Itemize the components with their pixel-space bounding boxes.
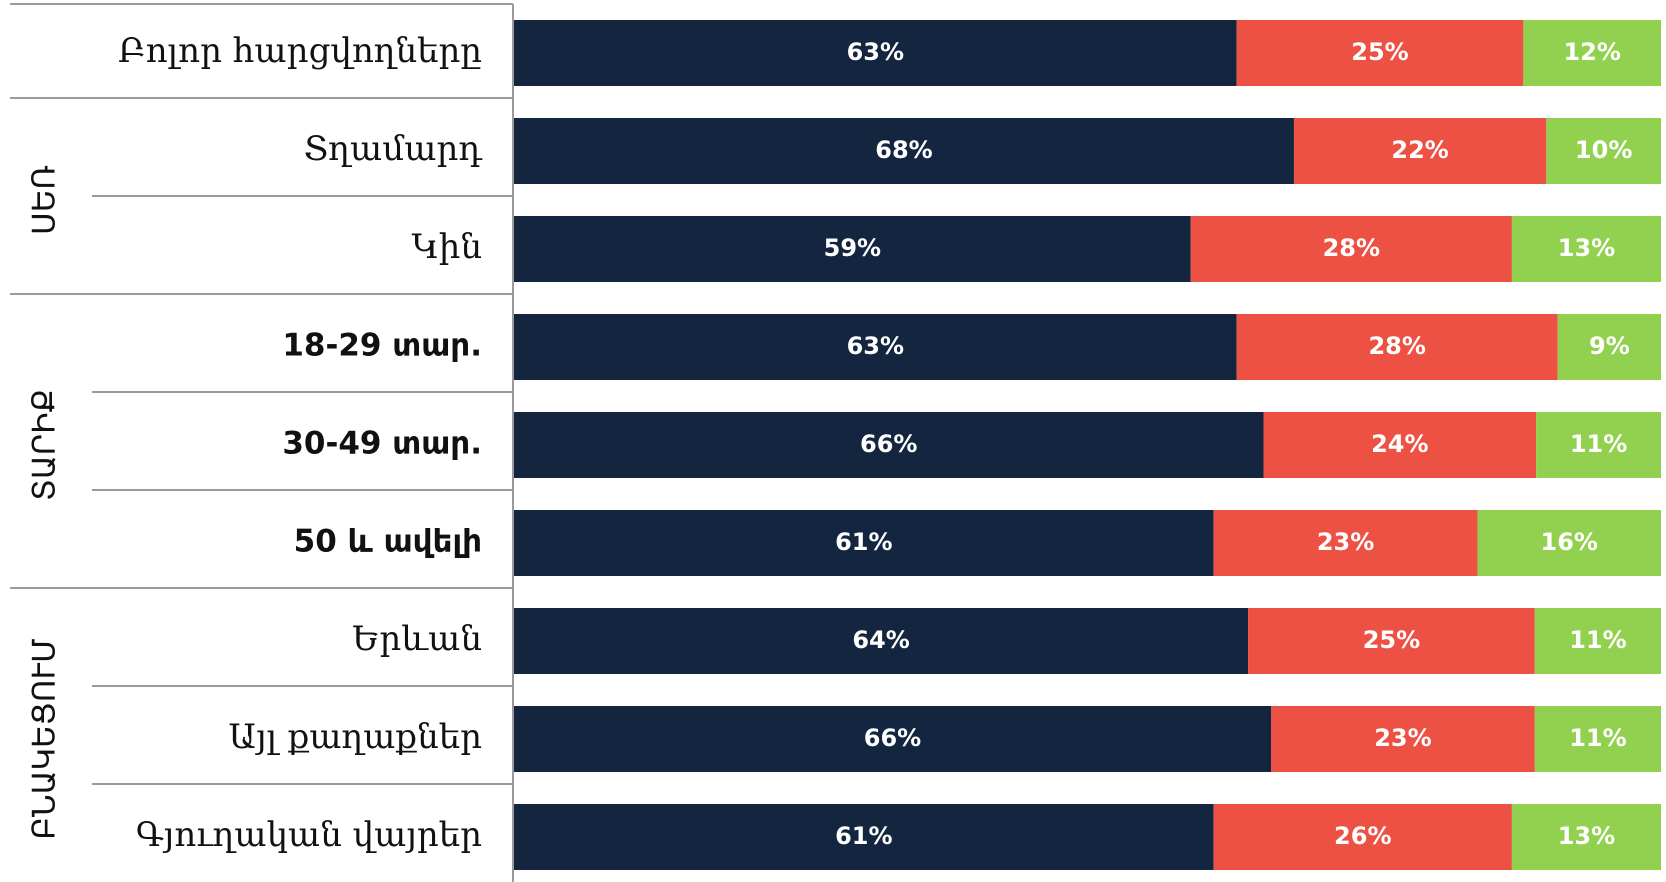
bar-segment xyxy=(1263,412,1537,478)
data-label: 64% xyxy=(852,626,909,654)
data-label: 10% xyxy=(1575,136,1632,164)
category-label: Երևան xyxy=(352,619,482,659)
data-label: 68% xyxy=(875,136,932,164)
bar-segment xyxy=(1248,608,1535,674)
bar-segment xyxy=(1236,314,1558,380)
data-label: 66% xyxy=(860,430,917,458)
bar-segment xyxy=(514,314,1237,380)
data-label: 11% xyxy=(1570,430,1627,458)
group-label: ԲՆԱԿԵՑՈՒՄ xyxy=(27,638,63,839)
data-label: 28% xyxy=(1323,234,1380,262)
data-label: 61% xyxy=(835,528,892,556)
bar-segment xyxy=(514,510,1214,576)
data-label: 12% xyxy=(1563,38,1620,66)
data-label: 66% xyxy=(864,724,921,752)
data-label: 11% xyxy=(1569,626,1626,654)
category-label: Կին xyxy=(411,227,482,267)
data-label: 63% xyxy=(847,332,904,360)
bar-segment xyxy=(1190,216,1512,282)
category-label: Տղամարդ xyxy=(304,129,483,169)
bar-segment xyxy=(1213,510,1478,576)
bar-segment xyxy=(1534,706,1661,772)
bar-segment xyxy=(1546,118,1661,184)
category-label: Բոլոր հարցվողները xyxy=(118,31,482,71)
bar-segment xyxy=(1511,804,1661,870)
category-label: 18-29 տար. xyxy=(282,328,482,364)
data-label: 24% xyxy=(1371,430,1428,458)
bar-segment xyxy=(1477,510,1661,576)
bar-segment xyxy=(514,706,1272,772)
bar-segment xyxy=(1511,216,1661,282)
data-label: 63% xyxy=(847,38,904,66)
data-label: 25% xyxy=(1351,38,1408,66)
data-label: 23% xyxy=(1374,724,1431,752)
category-label: Այլ քաղաքներ xyxy=(229,717,482,757)
bar-segment xyxy=(514,20,1237,86)
data-label: 28% xyxy=(1368,332,1425,360)
data-label: 13% xyxy=(1558,234,1615,262)
bar-segment xyxy=(1523,20,1661,86)
bar-segment xyxy=(514,608,1249,674)
data-label: 11% xyxy=(1569,724,1626,752)
data-label: 22% xyxy=(1391,136,1448,164)
data-label: 26% xyxy=(1334,822,1391,850)
bar-segment xyxy=(514,804,1214,870)
data-label: 59% xyxy=(824,234,881,262)
data-label: 13% xyxy=(1558,822,1615,850)
bar-segment xyxy=(1236,20,1524,86)
group-label: ՍԵՌ xyxy=(27,165,63,235)
bar-segment xyxy=(514,412,1264,478)
data-label: 61% xyxy=(835,822,892,850)
bar-segment xyxy=(514,216,1191,282)
data-label: 23% xyxy=(1317,528,1374,556)
bar-segment xyxy=(514,118,1294,184)
bar-segment xyxy=(1557,314,1661,380)
bar-segment xyxy=(1213,804,1512,870)
bar-segment xyxy=(1536,412,1661,478)
bar-segment xyxy=(1293,118,1547,184)
data-label: 16% xyxy=(1541,528,1598,556)
group-label: ՏԱՐԻՔ xyxy=(27,389,63,501)
category-label: 50 և ավելի xyxy=(294,524,482,560)
category-label: Գյուղական վայրեր xyxy=(136,815,482,855)
category-label: 30-49 տար. xyxy=(282,426,482,462)
bar-segment xyxy=(1534,608,1661,674)
data-label: 9% xyxy=(1589,332,1630,360)
bar-segment xyxy=(1271,706,1535,772)
data-label: 25% xyxy=(1363,626,1420,654)
